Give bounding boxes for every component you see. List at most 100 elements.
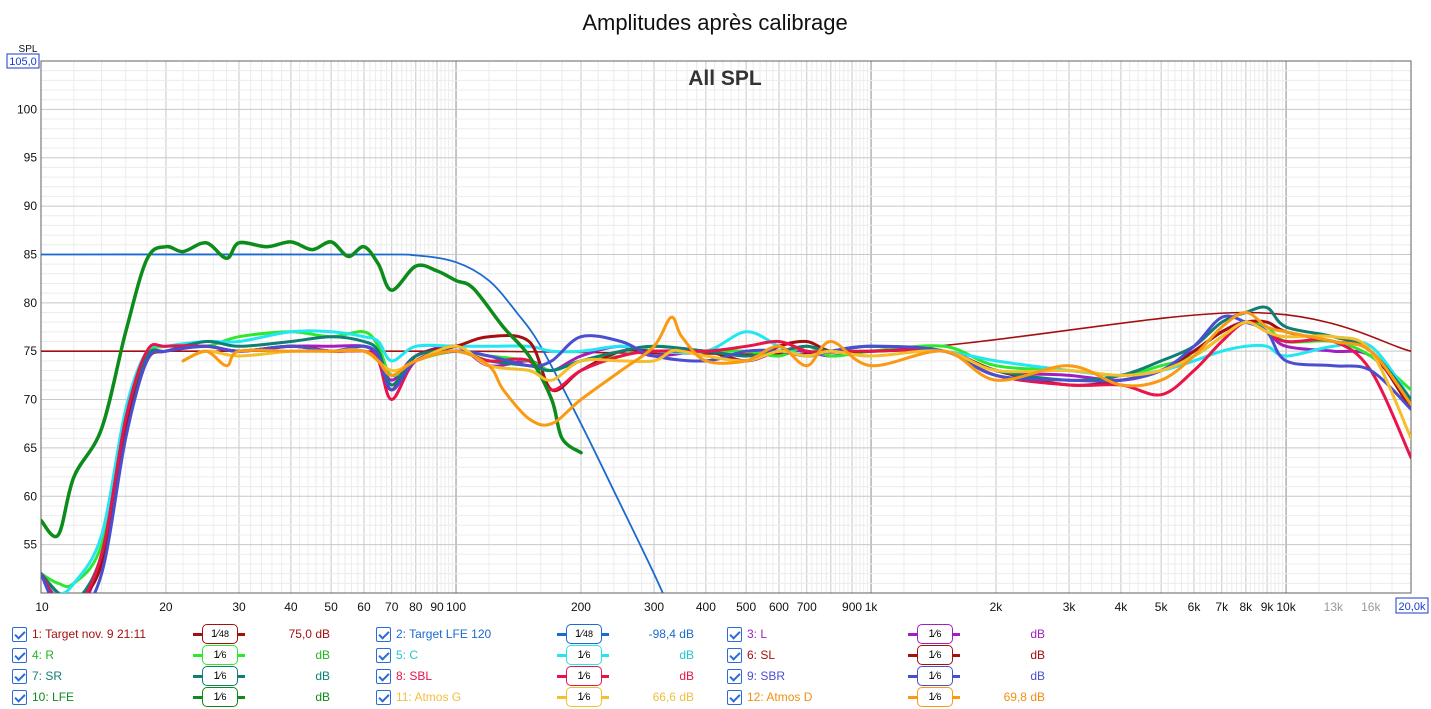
legend-entry[interactable]: 11: Atmos G 1⁄6 66,6 dB	[364, 687, 714, 707]
x-tick-label: 40	[284, 600, 298, 614]
smoothing-button[interactable]: 1⁄6	[566, 687, 602, 707]
legend-entry[interactable]: 12: Atmos D 1⁄6 69,8 dB	[715, 687, 1065, 707]
y-tick-label: 90	[24, 199, 38, 213]
plot-area	[41, 61, 1411, 593]
smoothing-button[interactable]: 1⁄6	[566, 645, 602, 665]
legend-checkbox[interactable]	[12, 669, 27, 684]
x-tick-label: 90	[430, 600, 444, 614]
smoothing-button[interactable]: 1⁄6	[202, 687, 238, 707]
x-tick-label: 13k	[1324, 600, 1344, 614]
legend-label: 2: Target LFE 120	[396, 627, 492, 641]
y-tick-label: 95	[24, 151, 38, 165]
smoothing-denominator: 6	[221, 650, 227, 660]
spl-chart: Amplitudes après calibrage All SPL SPL 55 60…	[6, 10, 1429, 614]
y-tick-label: 100	[17, 102, 37, 116]
series-line-9	[41, 314, 1411, 593]
y-tick-label: 60	[24, 489, 38, 503]
y-max-readout-box[interactable]	[6, 53, 40, 69]
legend-value: 69,8 dB	[1003, 690, 1045, 704]
smoothing-fraction-prefix: 1⁄	[928, 670, 937, 682]
legend-checkbox[interactable]	[727, 627, 742, 642]
legend-value: dB	[315, 690, 330, 704]
smoothing-button[interactable]: 1⁄6	[917, 624, 953, 644]
legend-checkbox[interactable]	[376, 648, 391, 663]
smoothing-denominator: 6	[936, 671, 942, 681]
legend-checkbox[interactable]	[376, 669, 391, 684]
legend-checkbox[interactable]	[12, 627, 27, 642]
legend-entry[interactable]: 2: Target LFE 120 1⁄48 -98,4 dB	[364, 624, 714, 644]
legend-checkbox[interactable]	[727, 690, 742, 705]
legend-checkbox[interactable]	[12, 648, 27, 663]
smoothing-button[interactable]: 1⁄6	[917, 666, 953, 686]
x-tick-label: 30	[232, 600, 246, 614]
legend-checkbox[interactable]	[376, 627, 391, 642]
legend-value: dB	[1030, 648, 1045, 662]
smoothing-denominator: 6	[936, 629, 942, 639]
legend-label: 10: LFE	[32, 690, 75, 704]
legend-value: dB	[679, 669, 694, 683]
legend-value: 66,6 dB	[652, 690, 694, 704]
smoothing-button[interactable]: 1⁄6	[566, 666, 602, 686]
smoothing-button[interactable]: 1⁄6	[917, 687, 953, 707]
x-tick-label: 2k	[990, 600, 1004, 614]
smoothing-denominator: 6	[221, 671, 227, 681]
smoothing-button[interactable]: 1⁄48	[566, 624, 602, 644]
legend-value: dB	[315, 648, 330, 662]
legend-entry[interactable]: 1: Target nov. 9 21:11 1⁄48 75,0 dB	[0, 624, 350, 644]
x-tick-label: 400	[696, 600, 716, 614]
y-max-readout: 105,0	[9, 56, 37, 68]
y-tick-label: 75	[24, 344, 38, 358]
legend-entry[interactable]: 7: SR 1⁄6 dB	[0, 666, 350, 686]
smoothing-denominator: 6	[585, 671, 591, 681]
chart-subtitle: All SPL	[688, 67, 762, 90]
x-tick-label: 10	[35, 600, 49, 614]
x-tick-label: 300	[644, 600, 664, 614]
legend-entry[interactable]: 3: L 1⁄6 dB	[715, 624, 1065, 644]
x-tick-label: 700	[797, 600, 817, 614]
legend-entry[interactable]: 5: C 1⁄6 dB	[364, 645, 714, 665]
legend-checkbox[interactable]	[12, 690, 27, 705]
series-line-2	[41, 253, 664, 593]
x-tick-label: 10k	[1276, 600, 1296, 614]
legend-entry[interactable]: 6: SL 1⁄6 dB	[715, 645, 1065, 665]
legend-value: dB	[315, 669, 330, 683]
y-tick-label: 55	[24, 538, 38, 552]
x-tick-label: 60	[357, 600, 371, 614]
legend-label: 3: L	[747, 627, 768, 641]
legend-entry[interactable]: 4: R 1⁄6 dB	[0, 645, 350, 665]
legend-entry[interactable]: 9: SBR 1⁄6 dB	[715, 666, 1065, 686]
smoothing-fraction-prefix: 1⁄	[213, 649, 222, 661]
smoothing-fraction-prefix: 1⁄	[928, 691, 937, 703]
legend-label: 9: SBR	[747, 669, 786, 683]
y-tick-label: 80	[24, 296, 38, 310]
legend-entry[interactable]: 10: LFE 1⁄6 dB	[0, 687, 350, 707]
legend-value: dB	[1030, 627, 1045, 641]
smoothing-denominator: 6	[585, 650, 591, 660]
plot-frame	[40, 60, 1412, 594]
legend-checkbox[interactable]	[376, 690, 391, 705]
smoothing-button[interactable]: 1⁄6	[917, 645, 953, 665]
smoothing-fraction-prefix: 1⁄	[213, 670, 222, 682]
smoothing-button[interactable]: 1⁄48	[202, 624, 238, 644]
smoothing-fraction-prefix: 1⁄	[213, 691, 222, 703]
legend-label: 6: SL	[747, 648, 776, 662]
smoothing-button[interactable]: 1⁄6	[202, 666, 238, 686]
legend-label: 7: SR	[32, 669, 63, 683]
series-group	[41, 240, 1411, 593]
x-tick-label: 50	[324, 600, 338, 614]
x-tick-label: 8k	[1240, 600, 1254, 614]
y-tick-label: 65	[24, 441, 38, 455]
x-tick-label: 100	[446, 600, 466, 614]
smoothing-fraction-prefix: 1⁄	[577, 691, 586, 703]
x-tick-label: 20	[159, 600, 173, 614]
legend-value: -98,4 dB	[648, 627, 694, 641]
x-tick-label: 500	[736, 600, 756, 614]
series-line-10	[41, 240, 583, 539]
legend-checkbox[interactable]	[727, 669, 742, 684]
x-max-readout-box[interactable]	[1395, 597, 1429, 614]
legend-entry[interactable]: 8: SBL 1⁄6 dB	[364, 666, 714, 686]
smoothing-button[interactable]: 1⁄6	[202, 645, 238, 665]
x-tick-label: 1k	[865, 600, 879, 614]
legend-checkbox[interactable]	[727, 648, 742, 663]
smoothing-fraction-prefix: 1⁄	[575, 628, 583, 640]
